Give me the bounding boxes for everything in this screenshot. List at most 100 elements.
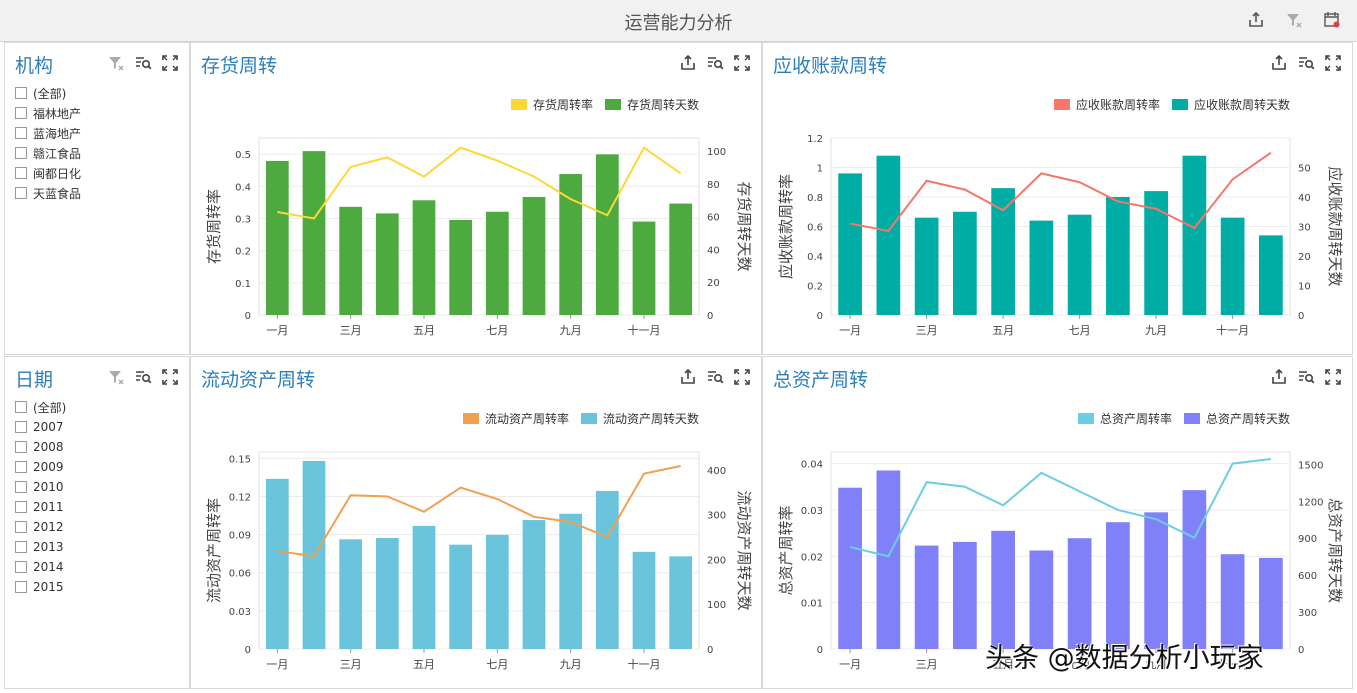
search-filter-icon[interactable] (1297, 54, 1315, 72)
receivable-turnover-panel: 应收账款周转 0 0.2 0.4 0.6 0.8 1 1.2 0 10 20 30 40 50 一月 三月 五… (762, 42, 1353, 355)
y-tick-label: 0.4 (235, 182, 251, 193)
checkbox[interactable] (15, 441, 27, 453)
checkbox[interactable] (15, 581, 27, 593)
y2-tick-label: 30 (1298, 223, 1311, 234)
x-tick-label: 三月 (916, 324, 938, 337)
filter-item[interactable]: (全部) (15, 397, 66, 417)
checkbox[interactable] (15, 481, 27, 493)
maximize-icon[interactable] (161, 54, 179, 72)
search-filter-icon[interactable] (706, 54, 724, 72)
panel-title: 流动资产周转 (201, 369, 316, 391)
export-icon[interactable] (1270, 368, 1288, 386)
filter-item-label: 蓝海地产 (33, 126, 82, 141)
y-tick-label: 0.01 (801, 599, 823, 610)
x-tick-label: 一月 (266, 324, 288, 337)
y-axis-title: 存货周转率 (205, 189, 223, 264)
clear-filter-icon[interactable] (107, 54, 125, 72)
checkbox[interactable] (15, 561, 27, 573)
export-icon[interactable] (679, 368, 697, 386)
maximize-icon[interactable] (1324, 368, 1342, 386)
bar (1106, 522, 1130, 649)
clear-filter-icon[interactable] (1285, 11, 1303, 29)
bar (1259, 557, 1283, 649)
x-tick-label: 九月 (1145, 658, 1167, 671)
y-tick-label: 0.6 (807, 223, 823, 234)
bar (595, 154, 619, 315)
x-tick-label: 三月 (340, 658, 362, 671)
filter-item[interactable]: 2009 (15, 457, 66, 477)
legend-swatch (605, 99, 621, 110)
filter-item[interactable]: 2014 (15, 557, 66, 577)
x-tick-label: 一月 (839, 658, 861, 671)
y-tick-label: 0.09 (229, 531, 251, 542)
search-filter-icon[interactable] (134, 368, 152, 386)
filter-item[interactable]: 福林地产 (15, 103, 81, 123)
filter-item[interactable]: 蓝海地产 (15, 123, 81, 143)
panel-title: 存货周转 (201, 55, 278, 77)
filter-item-label: 2014 (33, 560, 64, 574)
rate-line (277, 146, 682, 220)
checkbox[interactable] (15, 127, 27, 139)
maximize-icon[interactable] (733, 368, 751, 386)
maximize-icon[interactable] (733, 54, 751, 72)
calendar-icon[interactable] (1323, 11, 1341, 29)
bar (1144, 191, 1168, 315)
y-tick-label: 0.06 (229, 569, 251, 580)
y-tick-label: 0.1 (235, 279, 251, 290)
y2-axis-title: 应收账款周转天数 (1326, 166, 1344, 286)
y2-tick-label: 200 (707, 555, 726, 566)
filter-item-label: 2013 (33, 540, 64, 554)
maximize-icon[interactable] (1324, 54, 1342, 72)
filter-item[interactable]: 2010 (15, 477, 66, 497)
filter-item[interactable]: 2012 (15, 517, 66, 537)
legend-label: 存货周转率 (533, 97, 593, 112)
filter-item[interactable]: 2007 (15, 417, 66, 437)
legend-label: 应收账款周转率 (1076, 97, 1160, 112)
search-filter-icon[interactable] (134, 54, 152, 72)
filter-item[interactable]: 2013 (15, 537, 66, 557)
y2-tick-label: 0 (707, 311, 713, 322)
filter-item[interactable]: (全部) (15, 83, 81, 103)
checkbox[interactable] (15, 107, 27, 119)
bar (669, 556, 693, 649)
clear-filter-icon[interactable] (107, 368, 125, 386)
filter-item[interactable]: 赣江食品 (15, 143, 81, 163)
y2-tick-label: 40 (1298, 193, 1311, 204)
maximize-icon[interactable] (161, 368, 179, 386)
y2-tick-label: 900 (1298, 534, 1317, 545)
filter-item[interactable]: 2015 (15, 577, 66, 597)
search-filter-icon[interactable] (1297, 368, 1315, 386)
checkbox[interactable] (15, 421, 27, 433)
receivable-chart: 0 0.2 0.4 0.6 0.8 1 1.2 0 10 20 30 40 50 一月 三月 五月 七月 九月 十一… (777, 97, 1344, 337)
export-icon[interactable] (1270, 54, 1288, 72)
checkbox[interactable] (15, 401, 27, 413)
filter-item[interactable]: 闽都日化 (15, 163, 81, 183)
bar (449, 544, 473, 649)
y-tick-label: 0.2 (235, 247, 251, 258)
filter-item[interactable]: 天蓝食品 (15, 183, 81, 203)
bar (302, 151, 326, 315)
x-tick-label: 七月 (486, 658, 508, 671)
search-filter-icon[interactable] (706, 368, 724, 386)
filter-item[interactable]: 2011 (15, 497, 66, 517)
x-tick-label: 五月 (413, 324, 435, 337)
y2-tick-label: 1500 (1298, 460, 1323, 471)
y2-tick-label: 80 (707, 180, 720, 191)
checkbox[interactable] (15, 187, 27, 199)
export-icon[interactable] (1247, 11, 1265, 29)
checkbox[interactable] (15, 501, 27, 513)
y-tick-label: 0 (817, 645, 823, 656)
filter-item[interactable]: 2008 (15, 437, 66, 457)
checkbox[interactable] (15, 87, 27, 99)
panel-title: 日期 (15, 369, 54, 391)
checkbox[interactable] (15, 147, 27, 159)
checkbox[interactable] (15, 541, 27, 553)
checkbox[interactable] (15, 167, 27, 179)
bar (265, 160, 289, 315)
bar (1106, 197, 1130, 315)
checkbox[interactable] (15, 461, 27, 473)
inventory-turnover-panel: 存货周转 0 0.1 0.2 0.3 0.4 0.5 0 20 40 60 80 100 一月 三月 五月 七… (190, 42, 762, 355)
export-icon[interactable] (679, 54, 697, 72)
top-bar: 运营能力分析 (0, 0, 1357, 42)
checkbox[interactable] (15, 521, 27, 533)
